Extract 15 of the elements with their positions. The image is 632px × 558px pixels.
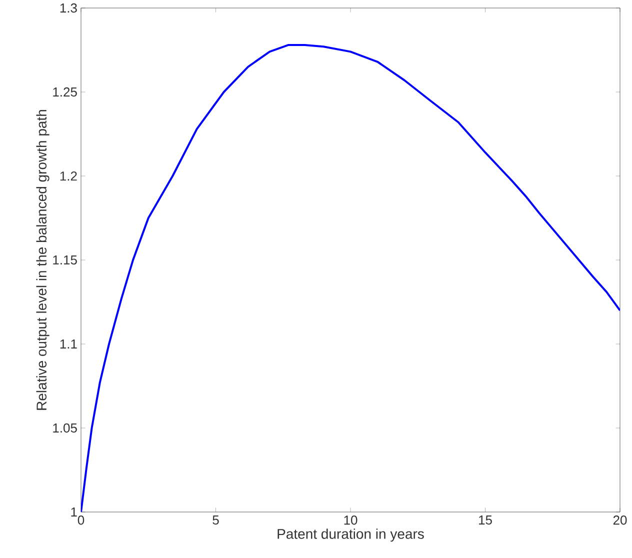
y-axis-title: Relative output level in the balanced growth path [36, 110, 50, 410]
x-tick-label: 20 [613, 516, 627, 525]
x-tick-label: 5 [212, 516, 219, 525]
y-tick-label: 1.2 [60, 171, 77, 181]
x-tick-label: 0 [78, 516, 84, 525]
y-tick-label: 1.25 [53, 87, 77, 97]
y-tick-label: 1.15 [53, 255, 77, 265]
x-tick-label: 10 [344, 516, 358, 525]
x-tick-label: 15 [479, 516, 492, 525]
y-tick-label: 1.3 [60, 3, 77, 13]
y-tick-label: 1 [71, 508, 77, 516]
y-tick-label: 1.1 [60, 340, 77, 348]
x-axis-title: Patent duration in years [278, 528, 424, 542]
line-series [81, 44, 620, 512]
y-tick-label: 1.05 [53, 423, 77, 433]
